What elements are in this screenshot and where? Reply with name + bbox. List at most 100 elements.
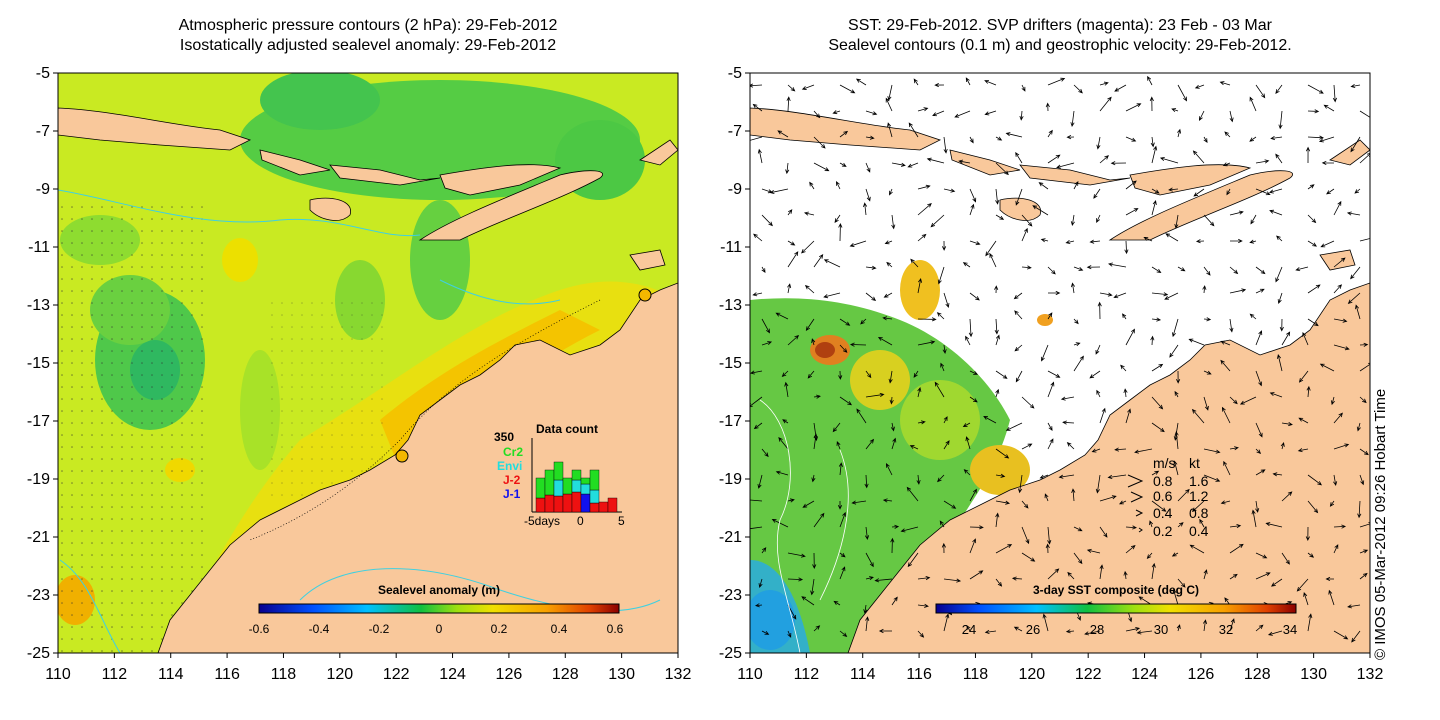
- velocity-arrow: [1070, 110, 1075, 128]
- x-tick-label: 114: [850, 666, 876, 683]
- velocity-arrow: [884, 240, 893, 245]
- velocity-arrow: [1333, 524, 1347, 529]
- velocity-arrow: [1150, 335, 1155, 346]
- inset-bars: [535, 461, 618, 513]
- velocity-arrow: [1203, 396, 1209, 411]
- velocity-arrow: [917, 278, 923, 294]
- velocity-arrow: [1114, 447, 1127, 452]
- velocity-arrow: [934, 82, 945, 88]
- velocity-arrow: [761, 547, 767, 554]
- velocity-arrow: [1097, 301, 1102, 320]
- velocity-arrow: [1047, 266, 1056, 275]
- y-tick-label: -23: [27, 587, 50, 604]
- velocity-arrow: [1333, 412, 1343, 424]
- velocity-arrow: [965, 335, 971, 346]
- y-tick-label: -7: [728, 123, 742, 140]
- velocity-arrow: [836, 180, 841, 190]
- velocity-arrow: [761, 341, 773, 346]
- velocity-arrow: [1302, 332, 1309, 346]
- velocity-arrow: [1203, 214, 1215, 227]
- velocity-arrow: [1354, 188, 1361, 194]
- velocity-arrow: [943, 578, 962, 583]
- velocity-arrow: [1060, 396, 1075, 401]
- velocity-arrow: [750, 136, 763, 143]
- velocity-arrow: [995, 188, 1000, 205]
- velocity-arrow: [1275, 84, 1283, 94]
- velocity-arrow: [1125, 180, 1137, 190]
- sealevel-contours: [759, 399, 849, 653]
- velocity-arrow: [1176, 370, 1181, 384]
- pressure-contours: [249, 299, 601, 541]
- sla-tick: 0.4: [551, 622, 568, 636]
- velocity-arrow: [878, 628, 893, 634]
- velocity-arrow: [1275, 153, 1283, 164]
- velocity-arrow: [757, 148, 763, 164]
- velocity-arrow: [913, 78, 919, 86]
- velocity-arrow: [1149, 520, 1154, 528]
- velocity-arrow: [832, 422, 841, 433]
- velocity-arrow: [1333, 544, 1339, 554]
- velocity-arrow: [1096, 389, 1101, 398]
- velocity-arrow: [883, 292, 893, 298]
- velocity-arrow: [1333, 474, 1338, 486]
- velocity-arrow: [1356, 422, 1361, 432]
- velocity-arrow: [917, 317, 937, 322]
- velocity-arrow: [965, 77, 971, 86]
- velocity-arrow: [865, 110, 878, 116]
- velocity-arrow: [1124, 240, 1129, 255]
- velocity-arrow: [1176, 624, 1181, 632]
- velocity-arrow: [787, 498, 795, 503]
- velocity-arrow: [910, 258, 919, 268]
- velocity-arrow: [1269, 392, 1283, 398]
- velocity-arrow: [1174, 390, 1179, 398]
- velocity-arrow: [995, 162, 1009, 176]
- velocity-arrow: [1047, 526, 1052, 545]
- velocity-arrow: [1123, 388, 1128, 398]
- velocity-arrow: [1021, 396, 1035, 409]
- velocity-arrow: [995, 500, 1011, 505]
- velocity-arrow: [943, 416, 948, 424]
- velocity-arrow: [1125, 525, 1137, 530]
- velocity-arrow: [1125, 136, 1137, 142]
- velocity-arrow: [1220, 340, 1231, 346]
- velocity-arrow: [958, 159, 971, 164]
- velocity-arrow: [937, 266, 945, 285]
- right-map-axes: 110 112 114 116 118 120 122 124 126 128 130 132 -5 -7…: [719, 65, 1384, 683]
- velocity-arrow: [943, 440, 950, 450]
- velocity-arrow: [863, 202, 868, 216]
- velocity-arrow: [849, 342, 867, 347]
- velocity-arrow: [989, 252, 997, 268]
- velocity-arrow: [1307, 240, 1318, 247]
- velocity-arrow: [984, 110, 997, 116]
- x-tick-label: 130: [608, 666, 635, 683]
- velocity-arrow: [865, 616, 870, 632]
- inset-max-label: 350: [494, 430, 514, 444]
- velocity-arrow: [1099, 155, 1109, 164]
- velocity-arrow: [1177, 578, 1186, 588]
- velocity-arrow: [1151, 292, 1169, 297]
- velocity-arrow: [1203, 136, 1208, 143]
- velocity-arrow: [1021, 84, 1026, 92]
- velocity-arrow: [761, 266, 766, 274]
- velocity-arrow: [1151, 363, 1164, 372]
- velocity-arrow: [787, 552, 806, 558]
- velocity-arrow: [1174, 430, 1179, 450]
- x-tick-label: 122: [383, 666, 410, 683]
- y-tick-label: -9: [728, 181, 742, 198]
- x-tick-label: 120: [1018, 666, 1045, 683]
- velocity-arrow: [969, 203, 975, 216]
- y-tick-label: -13: [27, 297, 50, 314]
- inset-x-label-end: 5: [618, 514, 625, 528]
- velocity-arrow: [1265, 522, 1283, 528]
- velocity-arrow: [1125, 408, 1132, 424]
- y-tick-label: -25: [27, 645, 50, 662]
- velocity-arrow: [1229, 110, 1234, 123]
- y-tick-label: -19: [719, 471, 742, 488]
- y-tick-label: -15: [719, 355, 742, 372]
- velocity-arrow: [1359, 110, 1370, 118]
- velocity-arrow: [1229, 543, 1244, 554]
- speed-kt-value: 1.6: [1189, 473, 1209, 489]
- velocity-arrow: [1099, 96, 1112, 112]
- velocity-arrow: [786, 96, 791, 112]
